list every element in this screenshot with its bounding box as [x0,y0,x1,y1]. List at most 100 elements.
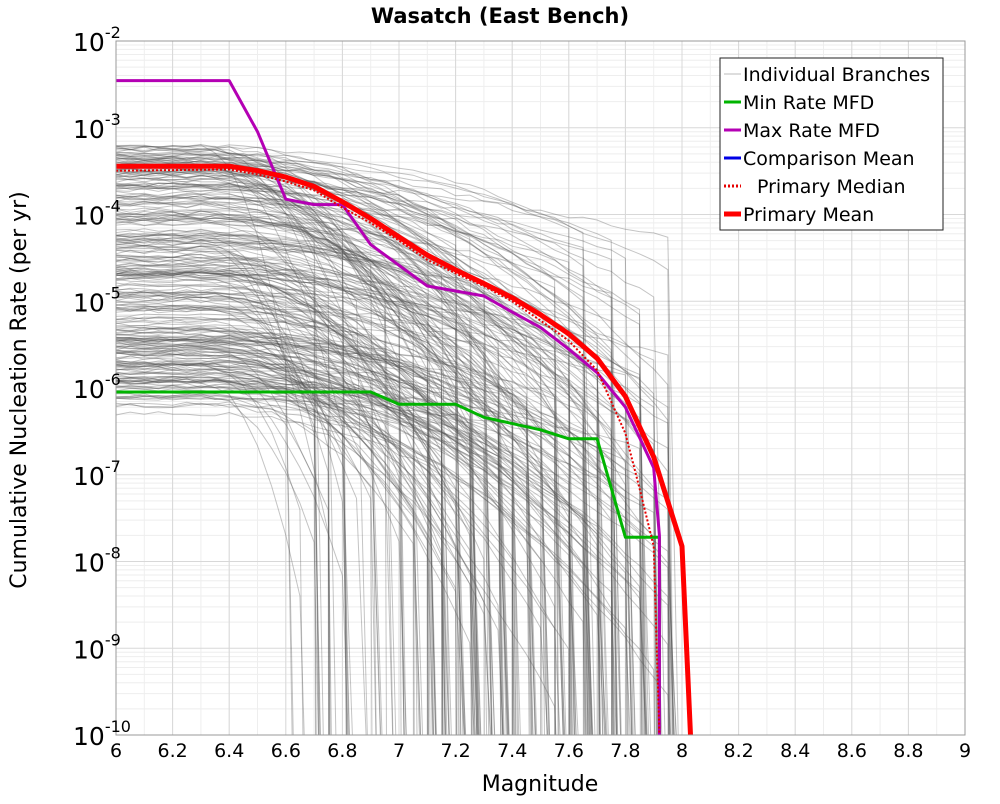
x-tick-label: 6 [110,740,122,762]
series-line-min-rate-mfd [116,390,661,735]
x-tick-label: 8.8 [893,740,923,762]
x-tick-label: 8.6 [837,740,867,762]
branch-line [116,146,407,735]
branch-line [116,330,485,735]
branch-line [116,376,570,735]
branch-line [116,254,508,735]
branch-line [116,197,605,735]
branch-line [116,373,677,735]
branch-line [116,332,495,735]
x-tick-label: 6.6 [271,740,301,762]
branch-line [116,379,564,735]
branch-line [116,360,504,735]
branch-line [116,147,537,735]
branch-line [116,294,430,735]
y-tick-label: 10-10 [73,717,131,751]
y-tick-label: 10-9 [73,630,121,664]
branch-line [116,348,658,735]
branch-line [116,203,517,735]
branch-line [116,231,397,735]
branch-line [116,156,604,735]
branch-line [116,362,549,735]
branch-line [116,210,674,735]
branch-line [116,214,644,735]
branch-line [116,234,575,735]
branch-line [116,329,542,735]
branch-line [116,282,424,735]
branch-line [116,201,480,735]
branch-line [116,347,496,735]
branch-line [116,357,628,735]
branch-line [116,347,670,735]
branch-line [116,401,514,735]
branch-line [116,253,564,735]
x-tick-label: 7 [393,740,405,762]
branch-line [116,270,576,735]
branch-line [116,234,598,735]
branch-line [116,294,556,735]
branch-line [116,368,669,735]
branch-line [116,241,587,735]
branch-line [116,211,550,735]
branch-line [116,334,675,735]
branch-line [116,347,531,735]
branch-line [116,365,332,735]
branch-line [116,275,331,735]
branch-line [116,196,618,735]
y-tick-label: 10-7 [73,457,121,491]
branch-line [116,207,482,735]
branch-line [116,185,415,735]
branch-line [116,268,464,735]
branch-line [116,171,405,735]
x-tick-label: 7.4 [497,740,527,762]
branch-line [116,236,350,735]
branch-line [116,359,601,735]
branch-line [116,221,618,735]
legend-label: Primary Median [757,176,906,198]
branch-line [116,338,520,735]
branch-line [116,291,320,735]
branch-line [116,195,405,735]
branch-line [116,380,305,735]
branch-line [116,150,672,735]
branch-line [116,350,521,735]
x-tick-label: 9 [959,740,971,762]
branch-line [116,325,491,735]
y-tick-label: 10-4 [73,197,121,231]
x-tick-label: 7.8 [610,740,640,762]
branch-line [116,291,429,735]
branch-line [116,352,450,735]
branch-line [116,304,407,735]
branch-line [116,214,550,735]
branch-line [116,233,478,735]
branch-line [116,318,585,735]
legend-label: Primary Mean [743,204,874,226]
x-tick-label: 8.4 [780,740,810,762]
branch-line [116,215,657,735]
branch-line [116,376,349,735]
branch-line [116,336,648,735]
legend-label: Max Rate MFD [743,120,880,142]
branch-line [116,293,465,735]
branch-line [116,361,504,735]
branch-line [116,157,622,735]
branch-line [116,253,622,735]
branch-line [116,313,630,735]
branch-line [116,153,479,735]
y-tick-label: 10-6 [73,370,121,404]
branch-line [116,232,660,735]
branch-line [116,185,642,735]
branch-line [116,348,587,735]
branch-line [116,244,330,735]
x-tick-label: 7.2 [440,740,470,762]
branch-line [116,316,588,735]
branch-line [116,411,447,735]
branch-line [116,190,482,735]
branch-line [116,193,545,735]
branch-line [116,159,589,735]
x-tick-label: 6.2 [157,740,187,762]
branch-line [116,363,475,735]
branch-line [116,270,473,735]
branch-line [116,238,632,735]
